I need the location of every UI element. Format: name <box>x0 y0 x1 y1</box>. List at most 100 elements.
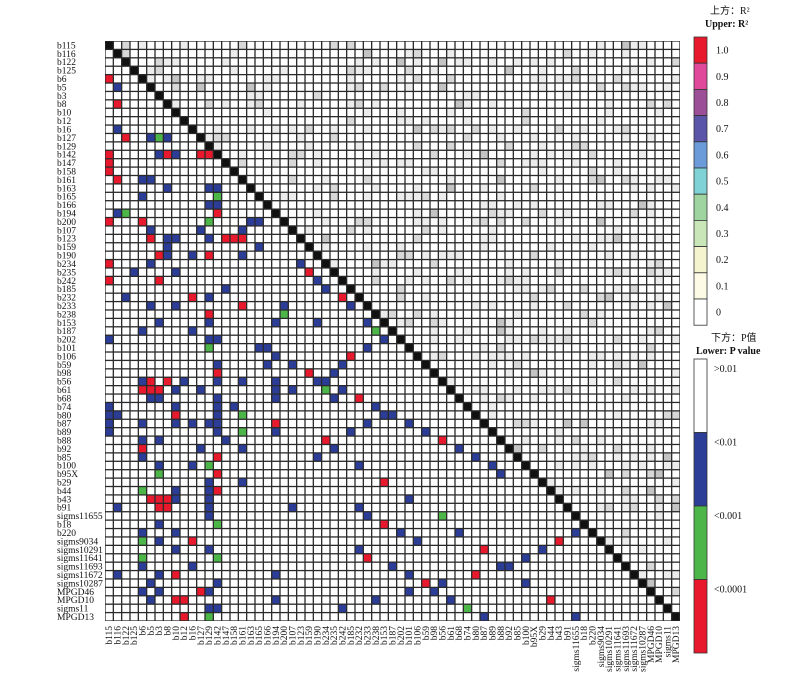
lower-cell <box>438 487 447 495</box>
lower-cell <box>197 562 205 570</box>
upper-cell <box>588 234 597 243</box>
upper-cell <box>472 344 480 352</box>
upper-cell <box>472 201 480 209</box>
upper-cell <box>622 352 630 360</box>
upper-cell <box>647 125 655 133</box>
upper-cell <box>663 293 672 301</box>
upper-cell <box>263 150 272 159</box>
lower-cell <box>247 285 255 293</box>
lower-cell <box>197 436 205 444</box>
upper-cell <box>488 352 497 360</box>
upper-cell <box>480 218 488 226</box>
lower-cell <box>272 285 280 293</box>
lower-cell <box>313 571 322 579</box>
upper-cell <box>488 125 497 133</box>
lower-cell <box>113 310 122 318</box>
lower-cell <box>380 344 388 352</box>
lower-cell <box>230 201 238 209</box>
upper-cell <box>355 50 363 58</box>
upper-cell <box>455 285 463 293</box>
lower-cell <box>147 445 155 453</box>
x-tick-label: sigms11672 <box>630 626 640 672</box>
lower-cell <box>130 159 138 167</box>
lower-cell <box>455 411 463 419</box>
upper-cell <box>380 41 388 49</box>
upper-cell <box>380 268 388 276</box>
lower-cell <box>388 361 397 369</box>
upper-cell <box>555 192 563 201</box>
upper-cell <box>430 361 438 369</box>
upper-cell <box>563 167 572 175</box>
lower-cell <box>147 159 155 167</box>
upper-cell <box>413 150 422 159</box>
upper-cell <box>522 125 530 133</box>
lower-cell <box>297 588 305 596</box>
upper-cell <box>663 327 672 335</box>
upper-cell <box>522 293 530 301</box>
upper-cell <box>538 209 547 217</box>
upper-cell <box>647 470 655 478</box>
upper-cell <box>497 50 505 58</box>
upper-cell <box>638 150 647 159</box>
upper-cell <box>288 92 297 100</box>
upper-cell <box>638 520 647 528</box>
lower-cell <box>122 520 130 528</box>
upper-cell <box>597 66 605 74</box>
upper-cell <box>613 335 622 343</box>
lower-cell <box>363 613 372 621</box>
upper-cell <box>463 268 472 276</box>
upper-cell <box>255 176 263 184</box>
significant-cell <box>163 251 172 259</box>
upper-cell <box>672 461 680 470</box>
upper-cell <box>547 411 555 419</box>
lower-cell <box>255 386 263 394</box>
upper-cell <box>530 327 538 335</box>
upper-cell <box>447 83 455 91</box>
upper-cell <box>355 58 363 66</box>
lower-cell <box>280 453 288 461</box>
upper-cell <box>413 58 422 66</box>
lower-cell <box>105 209 113 217</box>
upper-cell <box>222 58 230 66</box>
lower-cell <box>105 92 113 100</box>
lower-cell <box>322 277 330 285</box>
upper-cell <box>380 209 388 217</box>
upper-cell <box>655 377 663 385</box>
significant-cell <box>355 394 363 402</box>
upper-cell <box>663 41 672 49</box>
upper-cell <box>655 108 663 117</box>
lower-cell <box>447 487 455 495</box>
lower-cell <box>422 377 430 385</box>
lower-cell <box>147 352 155 360</box>
lower-cell <box>238 394 247 402</box>
lower-cell <box>113 470 122 478</box>
lower-cell <box>313 445 322 453</box>
upper-cell <box>580 352 588 360</box>
lower-cell <box>380 588 388 596</box>
upper-cell <box>588 344 597 352</box>
lower-cell <box>247 268 255 276</box>
lower-cell <box>547 613 555 621</box>
significant-cell <box>380 520 388 528</box>
lower-cell <box>180 293 188 301</box>
lower-cell <box>197 302 205 310</box>
upper-cell <box>638 243 647 251</box>
lower-cell <box>172 176 180 184</box>
lower-cell <box>147 277 155 285</box>
lower-cell <box>305 520 313 528</box>
upper-cell <box>655 327 663 335</box>
lower-cell <box>322 361 330 369</box>
lower-cell <box>380 487 388 495</box>
upper-cell <box>430 302 438 310</box>
significant-cell <box>205 588 213 596</box>
lower-cell <box>438 520 447 528</box>
upper-cell <box>630 529 638 537</box>
lower-cell <box>305 327 313 335</box>
upper-cell <box>297 92 305 100</box>
upper-cell <box>597 234 605 243</box>
significant-cell <box>322 386 330 394</box>
lower-cell <box>438 571 447 579</box>
lower-cell <box>372 571 380 579</box>
lower-cell <box>388 529 397 537</box>
upper-cell <box>630 411 638 419</box>
